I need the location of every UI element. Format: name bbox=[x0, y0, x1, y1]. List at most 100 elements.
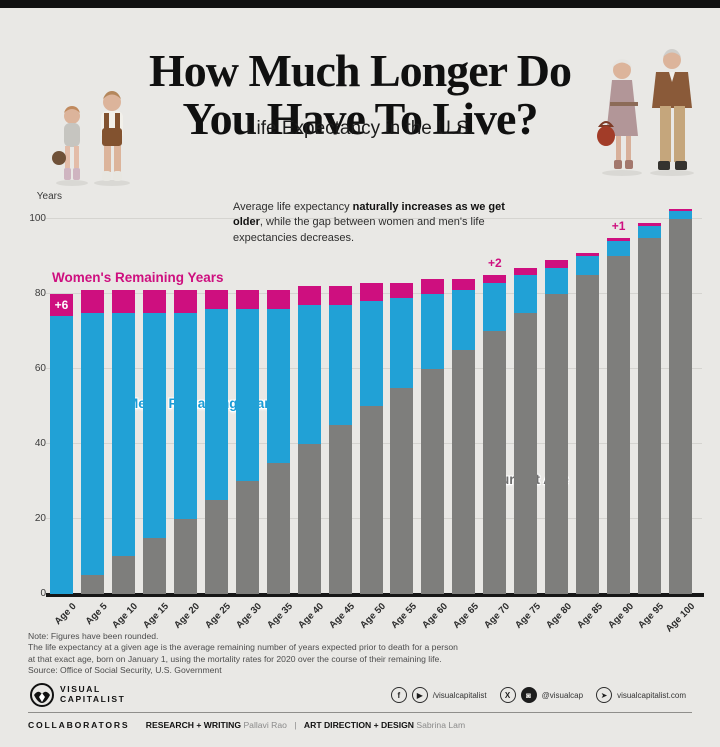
bar-segment-current-age bbox=[235, 481, 259, 594]
x-tick-label: Age 35 bbox=[265, 601, 295, 631]
bar-segment-men-remaining bbox=[359, 301, 383, 407]
y-axis-title: Years bbox=[36, 191, 62, 202]
page-subtitle: Life Expectancy in the U.S. bbox=[245, 118, 475, 139]
visual-capitalist-logo: VISUAL CAPITALIST bbox=[30, 683, 125, 707]
footnote-line: Source: Office of Social Security, U.S. … bbox=[28, 665, 222, 676]
bar-segment-men-remaining bbox=[514, 275, 538, 313]
social-links: f ▶ /visualcapitalist X ◙ @visualcap ➤ v… bbox=[390, 687, 694, 703]
vc-logo-icon bbox=[30, 683, 54, 707]
social-handle-visualcapitalist[interactable]: /visualcapitalist bbox=[432, 690, 487, 700]
bar-segment-men-remaining bbox=[235, 308, 259, 482]
collaborators-line: COLLABORATORS RESEARCH + WRITING Pallavi… bbox=[28, 720, 465, 730]
art-direction-label: ART DIRECTION + DESIGN bbox=[303, 720, 414, 730]
bar-segment-women-gap bbox=[576, 252, 600, 257]
x-tick-label: Age 20 bbox=[172, 601, 203, 631]
elderly-woman-handbag bbox=[597, 126, 615, 146]
bar-segment-men-remaining bbox=[297, 305, 321, 444]
bar-segment-current-age bbox=[545, 293, 569, 594]
y-tick-label: 20 bbox=[34, 512, 46, 524]
instagram-icon[interactable]: ◙ bbox=[520, 687, 537, 703]
bar-segment-current-age bbox=[80, 575, 104, 594]
toddler-head bbox=[64, 108, 80, 124]
bar-segment-men-remaining bbox=[50, 316, 73, 594]
x-tick-label: Age 45 bbox=[327, 601, 357, 631]
x-tick-label: Age 80 bbox=[543, 601, 574, 631]
bar-segment-men-remaining bbox=[111, 312, 135, 557]
bar-segment-current-age bbox=[111, 556, 135, 594]
gridline bbox=[46, 217, 702, 219]
bar-segment-men-remaining bbox=[483, 282, 507, 332]
bar-segment-men-remaining bbox=[328, 305, 352, 426]
footnote-line: The life expectancy at a given age is th… bbox=[28, 642, 458, 653]
bar-segment-women-gap bbox=[235, 290, 259, 309]
boy-head bbox=[103, 93, 121, 111]
x-tick-label: Age 65 bbox=[450, 601, 481, 631]
bar-segment-current-age bbox=[421, 368, 445, 594]
x-tick-label: Age 95 bbox=[636, 601, 667, 631]
bar-segment-women-gap bbox=[390, 282, 414, 298]
bar-segment-women-gap bbox=[607, 237, 631, 242]
top-border bbox=[0, 0, 720, 8]
cursor-icon[interactable]: ➤ bbox=[596, 687, 613, 703]
bar-segment-current-age bbox=[390, 387, 414, 594]
title-line2: You Have To Live? bbox=[182, 92, 539, 144]
bar-segment-current-age bbox=[266, 462, 290, 594]
bar-segment-men-remaining bbox=[142, 312, 166, 538]
bar-segment-women-gap bbox=[328, 286, 352, 306]
bar-segment-men-remaining bbox=[173, 312, 197, 519]
bar-segment-women-gap bbox=[173, 290, 197, 313]
bar-segment-current-age bbox=[204, 500, 228, 594]
bar-segment-current-age bbox=[452, 350, 476, 594]
bar-segment-current-age bbox=[142, 537, 166, 594]
x-tick-label: Age 0 bbox=[52, 601, 79, 628]
bar-segment-women-gap bbox=[80, 290, 104, 313]
research-writing-label: RESEARCH + WRITING bbox=[145, 720, 242, 730]
x-axis-line bbox=[46, 593, 704, 597]
bar-segment-women-gap bbox=[204, 290, 228, 309]
bar-segment-women-gap bbox=[266, 290, 290, 309]
x-tick-label: Age 40 bbox=[296, 601, 326, 631]
bar-segment-current-age bbox=[607, 256, 631, 594]
x-tick-label: Age 85 bbox=[574, 601, 605, 631]
twitter-x-icon[interactable]: X bbox=[499, 687, 516, 703]
bar-segment-women-gap bbox=[483, 275, 507, 283]
x-tick-label: Age 100 bbox=[663, 601, 698, 635]
bar-segment-current-age bbox=[297, 443, 321, 594]
x-tick-label: Age 55 bbox=[388, 601, 419, 631]
elderly-man-head bbox=[663, 51, 681, 69]
y-tick-label: 80 bbox=[34, 287, 46, 299]
y-tick-label: 60 bbox=[34, 362, 46, 374]
collab-separator: | bbox=[294, 720, 297, 730]
bar-segment-men-remaining bbox=[266, 308, 290, 463]
x-tick-label: Age 90 bbox=[605, 601, 636, 631]
website-url[interactable]: visualcapitalist.com bbox=[617, 690, 686, 700]
bar-segment-women-gap bbox=[297, 286, 321, 306]
title-line1: How Much Longer Do bbox=[149, 44, 572, 96]
y-tick-label: 100 bbox=[29, 212, 46, 224]
page-title: How Much Longer Do You Have To Live? bbox=[0, 44, 720, 144]
legend-men-label: Men's Remaining Years bbox=[126, 396, 278, 411]
bar-segment-current-age bbox=[328, 425, 352, 594]
elderly-woman-head bbox=[613, 61, 631, 79]
footnotes: Note: Figures have been rounded. The lif… bbox=[28, 631, 458, 676]
collaborators-label: COLLABORATORS bbox=[28, 720, 130, 730]
legend-women-label: Women's Remaining Years bbox=[52, 270, 224, 285]
bar-segment-women-gap bbox=[142, 290, 166, 313]
bar-segment-current-age bbox=[359, 406, 383, 594]
x-tick-label: Age 60 bbox=[419, 601, 450, 631]
callout-age-90: +1 bbox=[611, 218, 626, 233]
youtube-icon[interactable]: ▶ bbox=[411, 687, 428, 703]
bar-segment-men-remaining bbox=[576, 256, 600, 276]
bar-segment-women-gap bbox=[421, 278, 445, 294]
social-handle-visualcap[interactable]: @visualcap bbox=[541, 690, 584, 700]
bar-segment-women-gap bbox=[50, 293, 73, 317]
facebook-icon[interactable]: f bbox=[390, 687, 407, 703]
footer-divider bbox=[28, 712, 692, 713]
x-tick-label: Age 70 bbox=[481, 601, 512, 631]
bar-segment-current-age bbox=[173, 518, 197, 594]
x-tick-label: Age 50 bbox=[358, 601, 388, 631]
bar-segment-men-remaining bbox=[390, 297, 414, 388]
bar-segment-women-gap bbox=[669, 209, 693, 212]
